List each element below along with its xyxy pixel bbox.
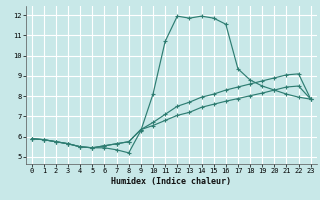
- X-axis label: Humidex (Indice chaleur): Humidex (Indice chaleur): [111, 177, 231, 186]
